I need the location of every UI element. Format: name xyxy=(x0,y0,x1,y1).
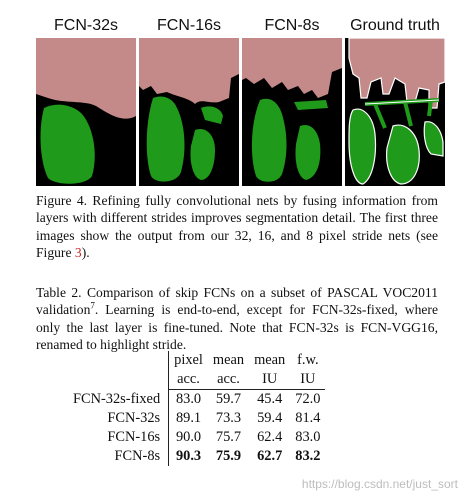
table-row: FCN-32s-fixed 83.0 59.7 45.4 72.0 xyxy=(68,389,325,409)
method-name: FCN-32s-fixed xyxy=(68,389,170,409)
table-row: FCN-32s 89.1 73.3 59.4 81.4 xyxy=(68,409,325,428)
watermark: https://blog.csdn.net/just_sort xyxy=(301,477,458,491)
table-header-row-bottom: acc. acc. IU IU xyxy=(68,370,326,390)
panel-label-fcn16s: FCN-16s xyxy=(156,17,221,34)
panel-label-fcn32s: FCN-32s xyxy=(53,17,118,34)
results-table: pixel mean mean f.w. acc. acc. IU IU FCN… xyxy=(68,351,326,466)
table-row: FCN-16s 90.0 75.7 62.4 83.0 xyxy=(68,428,325,447)
column-header: IU xyxy=(249,370,291,390)
segmentation-map-fcn16s xyxy=(139,38,239,186)
segmentation-panel-fcn32s xyxy=(36,38,136,186)
person-region xyxy=(348,38,445,109)
table-cell: 83.0 xyxy=(175,391,202,407)
method-name: FCN-16s xyxy=(68,428,170,447)
person-region xyxy=(242,38,342,98)
bike-region xyxy=(201,106,223,124)
figure-caption: Figure 4. Refining fully convolutional n… xyxy=(36,192,438,262)
table-header-row-top: pixel mean mean f.w. xyxy=(68,351,325,370)
column-header: f.w. xyxy=(297,352,319,368)
bike-region xyxy=(295,124,321,180)
panel-label-ground-truth: Ground truth xyxy=(350,17,440,34)
bike-region xyxy=(146,96,185,182)
figure-reference-link[interactable]: 3 xyxy=(74,245,82,261)
segmentation-panel-fcn8s xyxy=(242,38,342,186)
panel-label-fcn8s: FCN-8s xyxy=(264,17,320,34)
table-cell: 62.4 xyxy=(257,429,283,445)
column-header: mean xyxy=(212,352,245,368)
table-cell: 59.7 xyxy=(215,391,242,407)
table-cell: 75.7 xyxy=(215,429,242,445)
bike-region xyxy=(348,108,377,185)
bike-region xyxy=(40,104,95,184)
figure-caption-suffix: ). xyxy=(81,245,90,261)
table-caption-text: Table 2. Comparison of skip FCNs on a su… xyxy=(36,285,438,318)
column-header: mean xyxy=(254,352,286,368)
table-cell: 83.2 xyxy=(295,448,321,464)
table-caption-suffix: . Learning is end-to-end, except for FCN… xyxy=(36,302,438,353)
table-cell: 83.0 xyxy=(295,429,321,445)
person-region xyxy=(36,38,136,119)
method-name: FCN-32s xyxy=(68,409,170,428)
method-name: FCN-8s xyxy=(68,447,170,466)
bike-region xyxy=(190,128,215,180)
bike-region xyxy=(251,98,287,182)
column-header: pixel xyxy=(174,352,203,368)
person-region xyxy=(139,38,239,104)
table-cell: 45.4 xyxy=(257,391,283,407)
table-cell: 90.0 xyxy=(175,429,202,445)
column-header: acc. xyxy=(207,370,250,390)
table-cell: 75.9 xyxy=(215,448,242,464)
table-cell: 81.4 xyxy=(295,410,321,426)
segmentation-map-fcn32s xyxy=(36,38,136,186)
table-cell: 73.3 xyxy=(215,410,242,426)
table-cell: 89.1 xyxy=(175,410,202,426)
table-corner xyxy=(68,370,170,390)
table-row-best: FCN-8s 90.3 75.9 62.7 83.2 xyxy=(68,447,325,466)
bike-region xyxy=(294,100,328,110)
column-header: acc. xyxy=(168,370,208,390)
table-cell: 90.3 xyxy=(175,448,202,464)
table-corner xyxy=(68,351,170,370)
column-header: IU xyxy=(290,370,326,390)
segmentation-panel-ground-truth xyxy=(345,38,445,186)
bike-region xyxy=(423,121,444,157)
bike-region xyxy=(386,124,420,185)
segmentation-map-ground-truth xyxy=(345,38,445,186)
table-caption: Table 2. Comparison of skip FCNs on a su… xyxy=(36,284,438,354)
segmentation-panel-fcn16s xyxy=(139,38,239,186)
bike-frame-outline xyxy=(364,99,440,105)
table-cell: 72.0 xyxy=(295,391,321,407)
segmentation-map-fcn8s xyxy=(242,38,342,186)
table-cell: 62.7 xyxy=(257,448,283,464)
table-cell: 59.4 xyxy=(257,410,283,426)
figure-caption-text: Figure 4. Refining fully convolutional n… xyxy=(36,193,438,261)
footnote-marker: 7 xyxy=(90,300,95,311)
